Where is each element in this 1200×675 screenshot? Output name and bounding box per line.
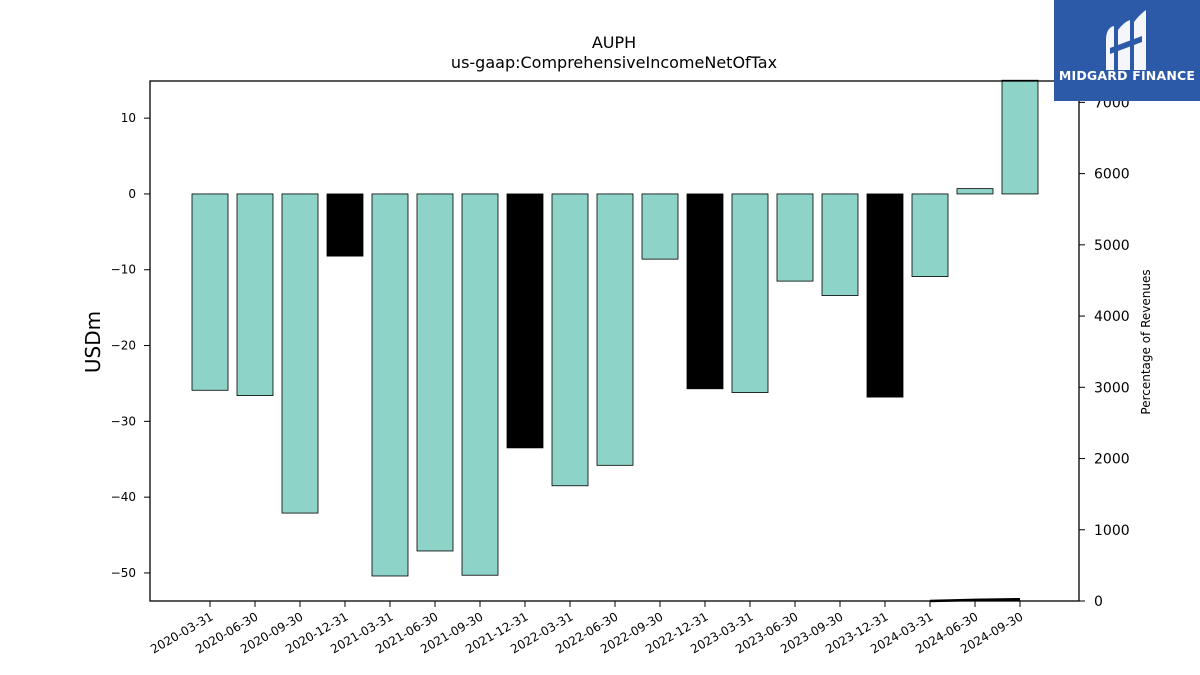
y-tick-label: 0 [128,187,136,201]
y2-tick-label: 0 [1094,594,1103,610]
bar [371,193,409,577]
bar [776,193,814,282]
bar [506,193,544,449]
bar [956,188,994,195]
bar [236,193,274,396]
y-tick-label: −50 [111,566,136,580]
x-axis: 2020-03-312020-06-302020-09-302020-12-31… [148,601,1026,656]
y2-tick-label: 2000 [1094,452,1130,468]
bar [596,193,634,466]
bar [731,193,769,393]
bar [1001,79,1039,195]
midgard-finance-logo: MIDGARD FINANCE [1054,0,1200,101]
bar [281,193,319,514]
y2-tick-label: 1000 [1094,523,1130,539]
bar [191,193,229,391]
bar [551,193,589,487]
y2-tick-label: 6000 [1094,167,1130,183]
chart-title: AUPH [592,33,636,52]
bars-group [191,79,1039,577]
y-axis: 10 0 −10 −20 −30 −40 −50 [111,111,150,580]
y-axis-label: USDm [81,311,105,373]
y-tick-label: −10 [111,263,136,277]
bar [866,193,904,398]
logo-mark-icon [1106,10,1146,70]
y2-tick-label: 3000 [1094,380,1130,396]
y2-tick-label: 5000 [1094,238,1130,254]
y-tick-label: −40 [111,490,136,504]
y-tick-label: −20 [111,339,136,353]
y-tick-label: −30 [111,414,136,428]
bar [416,193,454,552]
bar [641,193,679,260]
bar [911,193,949,277]
bar [821,193,859,296]
y-tick-label: 10 [121,111,136,125]
y2-axis-label: Percentage of Revenues [1139,269,1153,414]
bar [686,193,724,390]
chart-subtitle: us-gaap:ComprehensiveIncomeNetOfTax [451,53,777,72]
bar [461,193,499,576]
bar [326,193,364,257]
y2-tick-label: 4000 [1094,309,1130,325]
logo-text: MIDGARD FINANCE [1058,68,1196,83]
